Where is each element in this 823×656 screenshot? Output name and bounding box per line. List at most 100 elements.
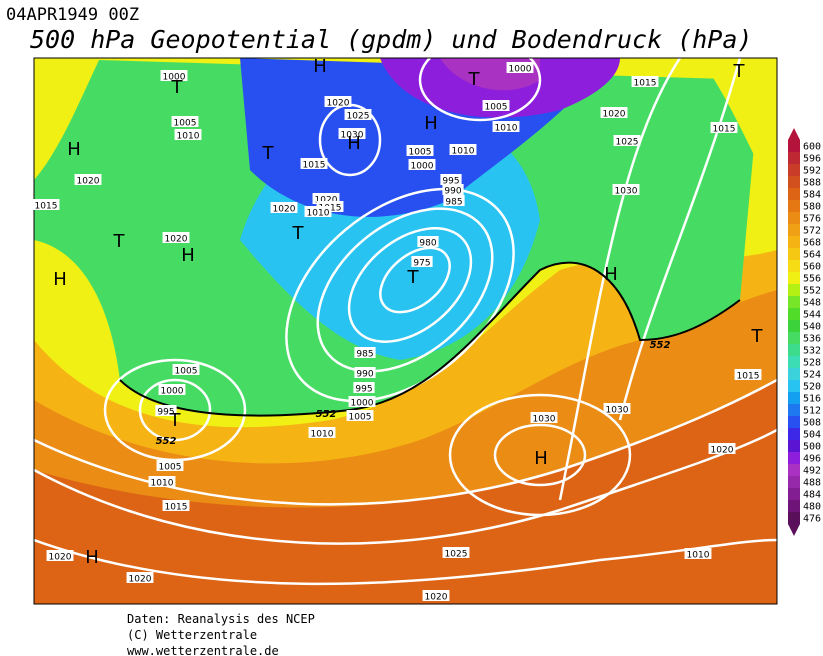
pressure-center: T bbox=[292, 223, 305, 244]
colorbar-label: 564 bbox=[803, 250, 821, 261]
map-frame bbox=[33, 57, 778, 605]
isobar-label-bg bbox=[442, 547, 470, 558]
colorbar-label: 528 bbox=[803, 358, 821, 369]
isobar-label: 1020 bbox=[49, 553, 72, 563]
pressure-center: H bbox=[604, 264, 618, 285]
colorbar-segment bbox=[788, 512, 800, 524]
isobar-label: 1010 bbox=[151, 479, 174, 489]
isobar-label-bg bbox=[304, 206, 332, 217]
pressure-center: H bbox=[424, 113, 438, 134]
isobar-label-bg bbox=[406, 145, 434, 156]
colorbar-label: 496 bbox=[803, 454, 821, 465]
isobar-label: 1020 bbox=[603, 110, 626, 120]
isobar-label-bg bbox=[270, 202, 298, 213]
colorbar-label: 480 bbox=[803, 502, 821, 513]
isobar-label-bg bbox=[710, 122, 738, 133]
isobar-label: 1020 bbox=[273, 205, 296, 215]
isobar-label-bg bbox=[603, 403, 631, 414]
isobar-label-bg bbox=[158, 384, 186, 395]
isobar-label-bg bbox=[482, 100, 510, 111]
pressure-center: H bbox=[67, 139, 81, 160]
isobar-label: 1020 bbox=[315, 196, 338, 206]
pressure-center: H bbox=[53, 269, 67, 290]
footer-line: (C) Wetterzentrale bbox=[127, 628, 257, 642]
isobar-label-bg bbox=[613, 135, 641, 146]
isobar-label: 1020 bbox=[129, 575, 152, 585]
colorbar-segment bbox=[788, 296, 800, 308]
colorbar-tip bbox=[788, 524, 800, 536]
colorbar-segment bbox=[788, 188, 800, 200]
colorbar-label: 532 bbox=[803, 346, 821, 357]
colorbar-label: 576 bbox=[803, 214, 821, 225]
colorbar-segment bbox=[788, 452, 800, 464]
isobar-label-bg bbox=[344, 109, 372, 120]
colorbar-segment bbox=[788, 260, 800, 272]
isobar-label: 1005 bbox=[409, 148, 432, 158]
colorbar-segment bbox=[788, 236, 800, 248]
pressure-center: H bbox=[347, 133, 361, 154]
isobar-label: 995 bbox=[442, 177, 459, 187]
isobar-label-bg bbox=[162, 232, 190, 243]
isobar-label: 1010 bbox=[177, 132, 200, 142]
isobar-label: 1005 bbox=[159, 463, 182, 473]
colorbar-label: 488 bbox=[803, 478, 821, 489]
isobar-label-bg bbox=[530, 412, 558, 423]
colorbar-label: 524 bbox=[803, 370, 821, 381]
pressure-center: T bbox=[733, 61, 746, 82]
isobar-label: 990 bbox=[444, 187, 461, 197]
colorbar-label: 600 bbox=[803, 142, 821, 153]
isobar-label-bg bbox=[708, 443, 736, 454]
colorbar-label: 484 bbox=[803, 490, 821, 501]
isobar-label: 1030 bbox=[615, 187, 638, 197]
isobar-label: 1010 bbox=[452, 147, 475, 157]
isobar-label: 1010 bbox=[307, 209, 330, 219]
colorbar-label: 556 bbox=[803, 274, 821, 285]
isobar-label-bg bbox=[631, 76, 659, 87]
colorbar-segment bbox=[788, 428, 800, 440]
colorbar-segment bbox=[788, 212, 800, 224]
isobar-label: 990 bbox=[356, 370, 373, 380]
colorbar-label: 520 bbox=[803, 382, 821, 393]
colorbar-label: 504 bbox=[803, 430, 821, 441]
colorbar-label: 580 bbox=[803, 202, 821, 213]
colorbar-segment bbox=[788, 368, 800, 380]
isobar-label-bg bbox=[148, 476, 176, 487]
colorbar-segment bbox=[788, 164, 800, 176]
isobar-label: 1020 bbox=[425, 593, 448, 603]
pressure-center: H bbox=[181, 245, 195, 266]
isobar-label: 1030 bbox=[606, 406, 629, 416]
isobar-label: 1010 bbox=[495, 124, 518, 134]
colorbar-label: 512 bbox=[803, 406, 821, 417]
colorbar-label: 500 bbox=[803, 442, 821, 453]
colorbar: 4764804844884924965005045085125165205245… bbox=[788, 128, 821, 536]
isobar-label: 985 bbox=[356, 350, 373, 360]
isobar-label-bg bbox=[612, 184, 640, 195]
colorbar-segment bbox=[788, 308, 800, 320]
pressure-center: T bbox=[262, 143, 275, 164]
isobar-label: 1000 bbox=[161, 387, 184, 397]
isobar-label-bg bbox=[422, 590, 450, 601]
colorbar-label: 536 bbox=[803, 334, 821, 345]
contour-label: 552 bbox=[316, 409, 337, 420]
colorbar-segment bbox=[788, 200, 800, 212]
pressure-center: T bbox=[171, 77, 184, 98]
isobar-label-bg bbox=[408, 159, 436, 170]
pressure-center: T bbox=[407, 267, 420, 288]
isobar-label: 1020 bbox=[77, 177, 100, 187]
colorbar-label: 476 bbox=[803, 514, 821, 525]
isobar-label-bg bbox=[411, 256, 433, 267]
isobar-label-bg bbox=[443, 195, 465, 206]
colorbar-label: 568 bbox=[803, 238, 821, 249]
isobar-label-bg bbox=[600, 107, 628, 118]
isobar-label-bg bbox=[449, 144, 477, 155]
colorbar-segment bbox=[788, 284, 800, 296]
isobar-label-bg bbox=[734, 369, 762, 380]
isobar-label: 1005 bbox=[349, 413, 372, 423]
isobar-label-bg bbox=[160, 70, 188, 81]
isobar-label: 1020 bbox=[327, 99, 350, 109]
colorbar-segment bbox=[788, 272, 800, 284]
isobar-label: 1000 bbox=[351, 399, 374, 409]
isobar-label-bg bbox=[346, 410, 374, 421]
isobar-label-bg bbox=[353, 382, 375, 393]
isobar-label-bg bbox=[324, 96, 352, 107]
